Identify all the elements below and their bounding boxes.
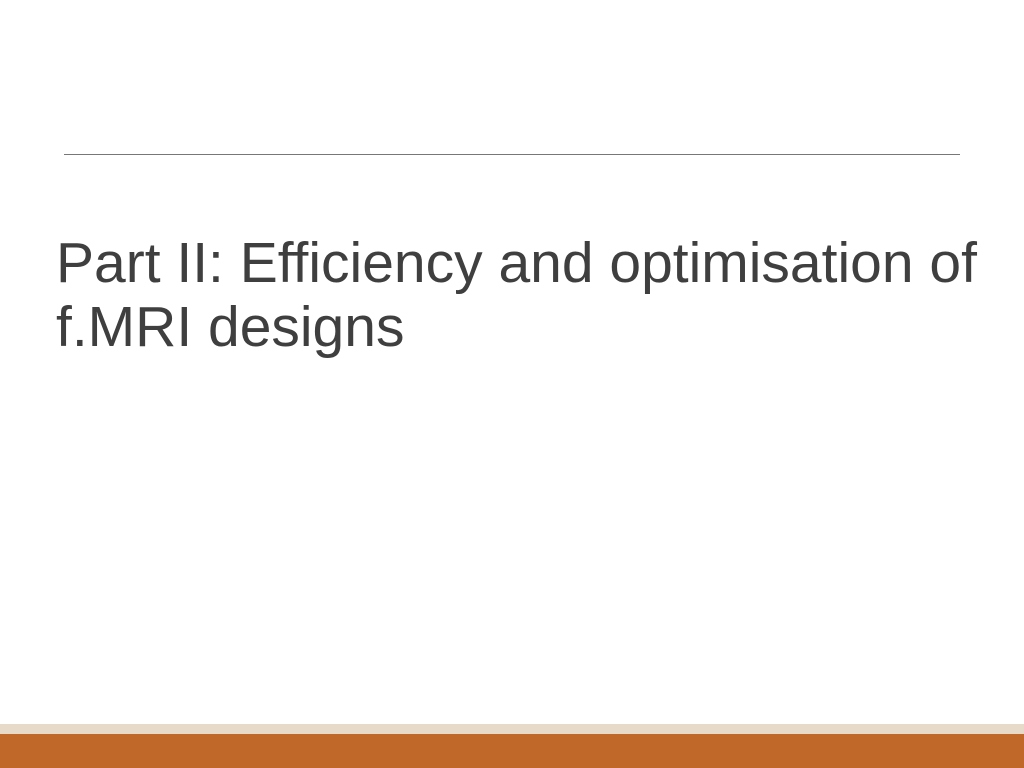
divider-rule	[64, 154, 960, 155]
slide-title: Part II: Efficiency and optimisation of …	[56, 232, 984, 360]
footer-band	[0, 724, 1024, 768]
footer-accent-top	[0, 724, 1024, 734]
footer-accent-bottom	[0, 734, 1024, 768]
